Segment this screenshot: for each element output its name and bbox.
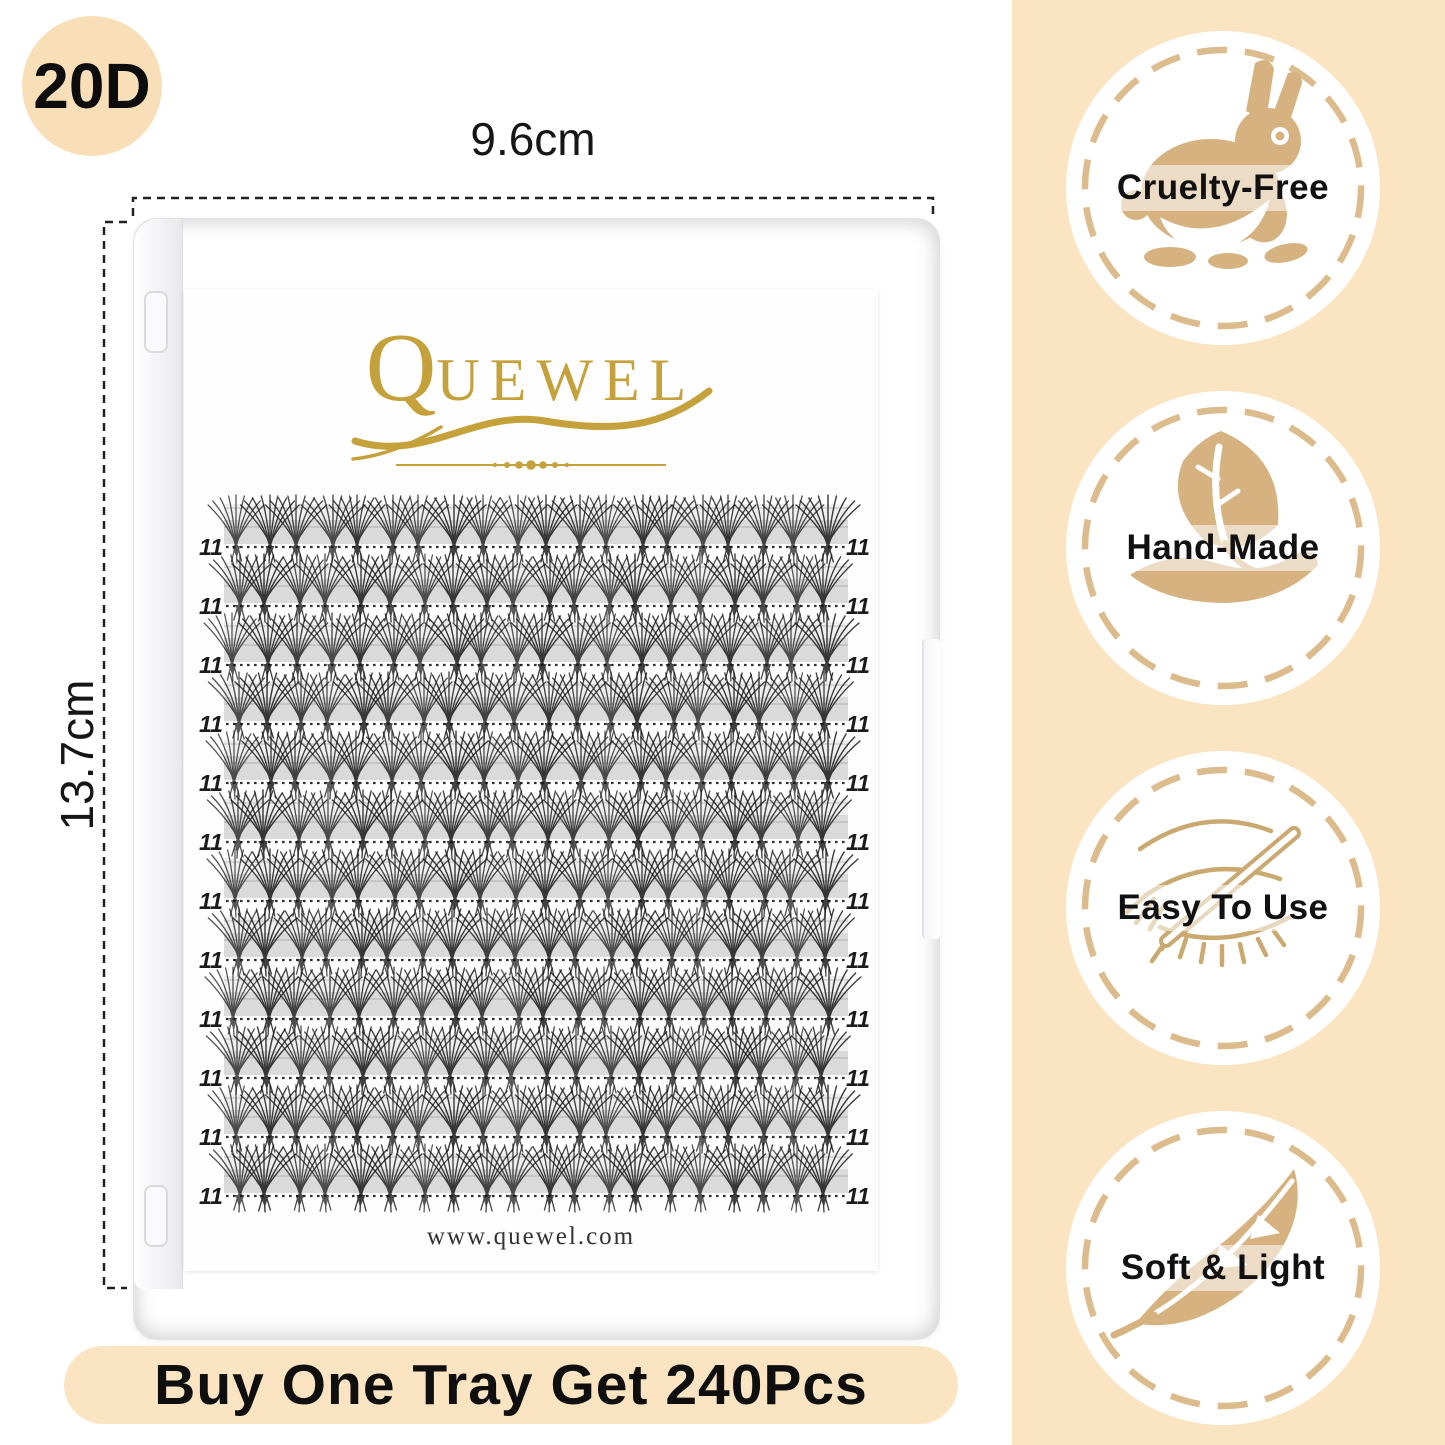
badge-text-band <box>1100 165 1346 211</box>
feature-badge-hand-made: Hand-Made <box>1066 391 1380 705</box>
right-row-length-label: 11 <box>846 711 870 737</box>
left-row-length-label: 11 <box>199 888 223 914</box>
left-row-length-label: 11 <box>199 829 223 855</box>
badge-text-band <box>1100 885 1346 931</box>
tray-clasp <box>922 639 940 939</box>
promo-banner-text: Buy One Tray Get 240Pcs <box>154 1353 868 1417</box>
brand-logo: QUEWEL <box>184 319 878 479</box>
left-row-length-label: 11 <box>199 1006 223 1032</box>
left-row-length-label: 11 <box>199 593 223 619</box>
right-row-length-label: 11 <box>846 888 870 914</box>
dashed-ring <box>1081 766 1365 1050</box>
brand-initial: Q <box>365 314 437 422</box>
feature-badge-soft-light: Soft & Light <box>1066 1111 1380 1425</box>
hinge-pin-top <box>144 291 168 353</box>
width-dimension-label: 9.6cm <box>470 113 596 165</box>
right-row-length-label: 11 <box>846 1124 870 1150</box>
left-row-length-label: 11 <box>199 534 223 560</box>
badge-text-band <box>1100 1245 1346 1291</box>
tray-insert-card: QUEWEL 11 11 11 11 11 11 11 11 11 11 11 11 11 11 11 11 1… <box>184 289 878 1271</box>
left-row-length-label: 11 <box>199 1124 223 1150</box>
height-dimension-line <box>102 220 127 1290</box>
right-row-length-label: 11 <box>846 1006 870 1032</box>
logo-swoosh <box>351 387 713 461</box>
lash-rows: 11 11 11 11 11 11 11 11 11 11 11 11 11 11 11 11 11 11 11 11… <box>199 494 870 1213</box>
promo-banner: Buy One Tray Get 240Pcs <box>64 1346 958 1424</box>
hinge-pin-bottom <box>144 1185 168 1247</box>
feature-label: Cruelty-Free <box>1116 168 1330 207</box>
website-url: www.quewel.com <box>426 1223 636 1250</box>
lash-tray-case: QUEWEL 11 11 11 11 11 11 11 11 11 11 11 11 11 11 11 11 1… <box>133 218 940 1340</box>
feature-label: Hand-Made <box>1126 528 1320 567</box>
feature-label: Easy To Use <box>1117 888 1329 927</box>
left-row-length-label: 11 <box>199 1065 223 1091</box>
left-row-length-label: 11 <box>199 947 223 973</box>
feature-badge-easy-to-use: Easy To Use <box>1066 751 1380 1065</box>
right-row-length-label: 11 <box>846 593 870 619</box>
right-row-length-label: 11 <box>846 770 870 796</box>
right-row-length-label: 11 <box>846 829 870 855</box>
cluster-count-label: 20D <box>33 50 151 122</box>
badge-text-band <box>1100 525 1346 571</box>
left-row-length-label: 11 <box>199 652 223 678</box>
width-dimension-line <box>131 196 935 216</box>
left-row-length-label: 11 <box>199 770 223 796</box>
right-row-length-label: 11 <box>846 1065 870 1091</box>
height-dimension-label: 13.7cm <box>51 679 103 831</box>
right-row-length-label: 11 <box>846 534 870 560</box>
brand-rest: UEWEL <box>436 347 697 413</box>
right-row-length-label: 11 <box>846 1183 870 1209</box>
left-row-length-label: 11 <box>199 711 223 737</box>
tray-hinge <box>134 219 183 1289</box>
feature-badge-cruelty-free: Cruelty-Free <box>1066 31 1380 345</box>
dashed-ring <box>1081 46 1365 330</box>
feature-label: Soft & Light <box>1120 1248 1326 1287</box>
left-row-length-label: 11 <box>199 1183 223 1209</box>
dashed-ring <box>1081 1126 1365 1410</box>
cluster-count-badge: 20D <box>22 16 162 156</box>
right-row-length-label: 11 <box>846 652 870 678</box>
dashed-ring <box>1081 406 1365 690</box>
logo-divider <box>396 460 666 470</box>
brand-name: QUEWEL <box>184 319 878 417</box>
right-row-length-label: 11 <box>846 947 870 973</box>
